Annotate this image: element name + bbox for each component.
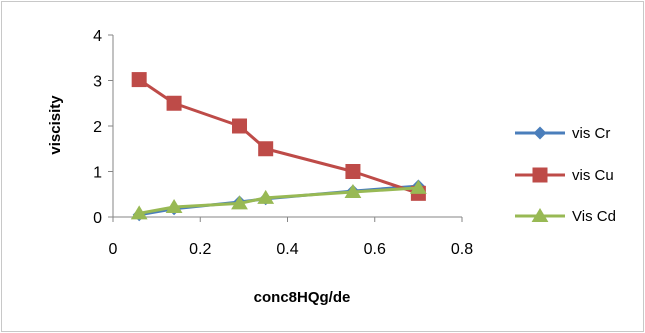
data-point-vis-cd bbox=[409, 179, 427, 194]
plot-area: 0 1 2 3 4 0 0.2 0.4 0.6 0.8 bbox=[93, 28, 473, 258]
x-tick-label: 0.2 bbox=[189, 241, 211, 258]
legend-marker-vis-cr bbox=[533, 126, 547, 140]
series-line-vis-cd bbox=[138, 186, 419, 215]
legend-item-vis-cu: vis Cu bbox=[515, 167, 614, 184]
data-point-vis-cd bbox=[257, 189, 275, 204]
legend-marker-vis-cu bbox=[532, 167, 548, 183]
data-point-vis-cu bbox=[345, 164, 361, 179]
x-tick-label: 0 bbox=[109, 241, 118, 258]
y-tick-label: 1 bbox=[93, 165, 102, 182]
y-tick-label: 4 bbox=[93, 28, 102, 45]
data-point-vis-cd bbox=[165, 198, 183, 213]
legend-item-vis-cr: vis Cr bbox=[515, 125, 610, 142]
data-point-vis-cu bbox=[131, 72, 147, 88]
data-point-vis-cd bbox=[130, 205, 148, 220]
legend-label-vis-cu: vis Cu bbox=[572, 167, 614, 184]
x-tick-label: 0.8 bbox=[451, 241, 473, 258]
y-tick-label: 3 bbox=[93, 74, 102, 91]
x-tick-label: 0.4 bbox=[276, 241, 298, 258]
y-tick-label: 0 bbox=[93, 210, 102, 227]
y-tick-label: 2 bbox=[93, 119, 102, 136]
data-point-vis-cu bbox=[258, 141, 274, 157]
series-vis-cd bbox=[130, 179, 427, 220]
x-tick-label: 0.6 bbox=[364, 241, 386, 258]
legend-marker-vis-cd bbox=[531, 208, 549, 222]
series-vis-cu bbox=[131, 72, 426, 201]
y-axis-title: viscisity bbox=[47, 95, 64, 155]
legend: vis Cr vis Cu Vis Cd bbox=[515, 125, 616, 225]
x-axis-title: conc8HQg/de bbox=[254, 289, 351, 306]
data-point-vis-cd bbox=[231, 195, 248, 210]
legend-label-vis-cd: Vis Cd bbox=[572, 208, 616, 225]
data-point-vis-cu bbox=[232, 118, 248, 134]
data-point-vis-cd bbox=[344, 183, 362, 198]
legend-item-vis-cd: Vis Cd bbox=[515, 208, 616, 225]
data-point-vis-cu bbox=[166, 95, 182, 111]
legend-label-vis-cr: vis Cr bbox=[572, 125, 610, 142]
